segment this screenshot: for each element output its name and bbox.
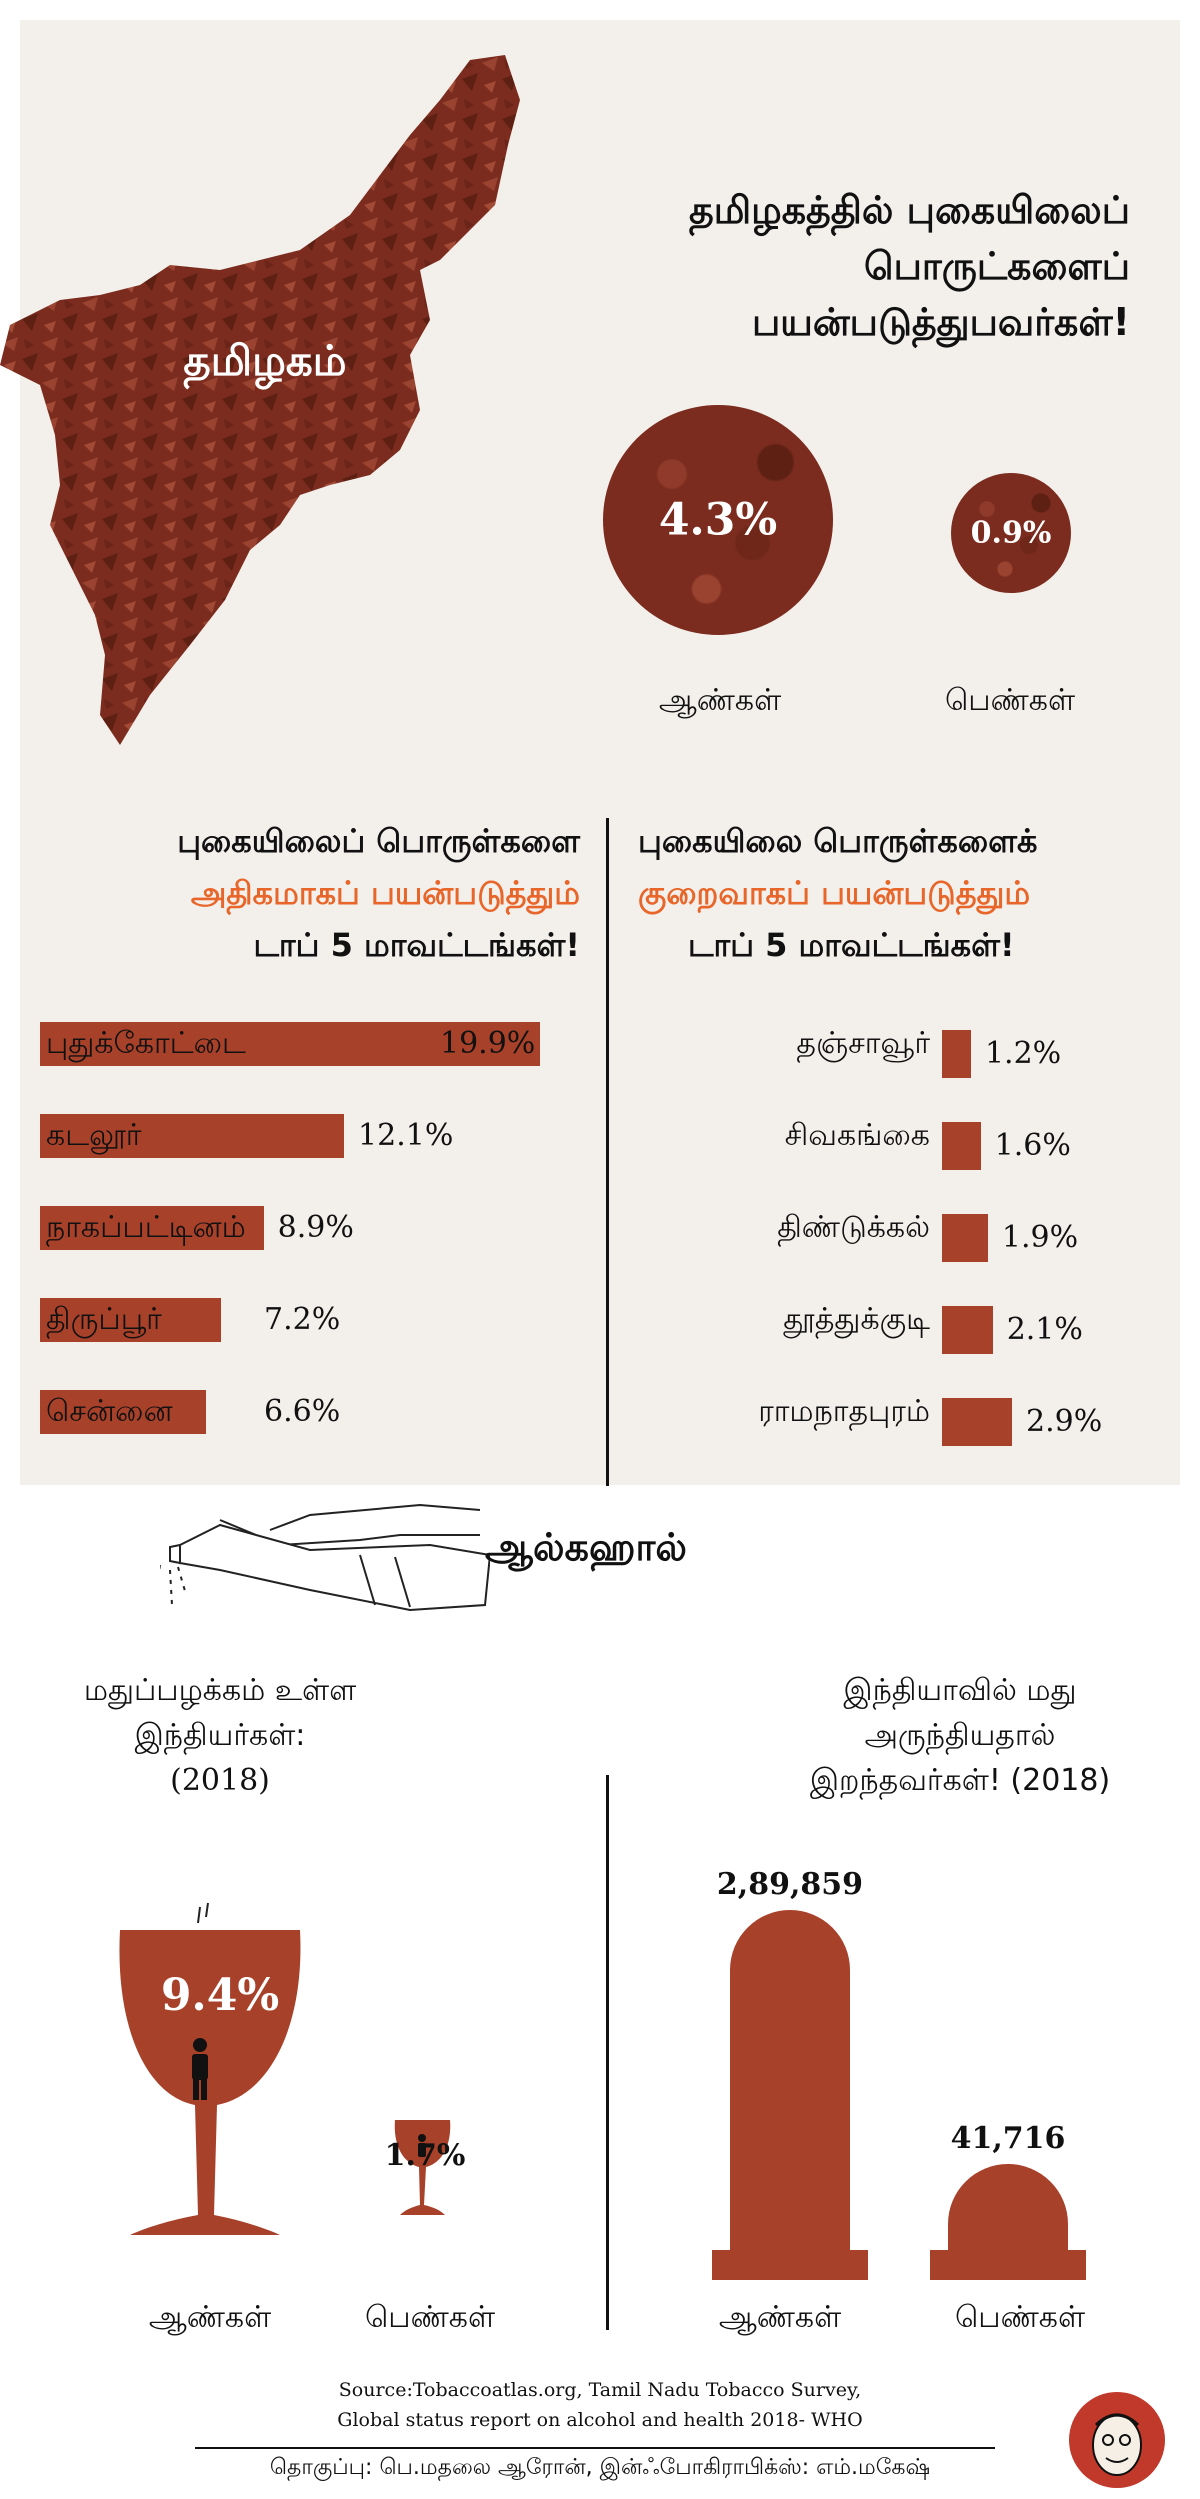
low-bar — [942, 1398, 1012, 1446]
low-bar — [942, 1214, 988, 1262]
tobacco-title-line1: தமிழகத்தில் புகையிலைப் — [688, 188, 1130, 232]
high-bar-value: 7.2% — [264, 1302, 341, 1337]
men-person-icon — [192, 2038, 208, 2100]
users-title-line1: மதுப்பழக்கம் உள்ள — [83, 1673, 357, 1708]
tobacco-title-line2: பொருட்களைப் — [864, 244, 1130, 288]
men-tobacco-value: 4.3% — [658, 494, 778, 546]
women-deaths-label: பெண்கள் — [954, 2300, 1086, 2335]
tombstone-body — [948, 2164, 1068, 2250]
men-users-label: ஆண்கள் — [148, 2300, 272, 2335]
women-person-icon — [418, 2134, 426, 2157]
high-bar — [40, 1390, 206, 1434]
tombstone-base — [930, 2250, 1086, 2280]
users-title-line3: (2018) — [170, 1763, 270, 1798]
death-value-label: 2,89,859 — [717, 1867, 863, 1902]
high-bar-category: சென்னை — [46, 1394, 173, 1429]
high-title-line3: டாப் 5 மாவட்டங்கள்! — [253, 926, 580, 964]
bottle-pour-illustration — [160, 1503, 490, 1612]
alcohol-users-title: மதுப்பழக்கம் உள்ள இந்தியர்கள்: (2018) — [20, 1668, 420, 1803]
death-value-label: 41,716 — [951, 2121, 1066, 2156]
high-title-line2: அதிகமாகப் பயன்படுத்தும் — [190, 874, 580, 912]
high-bar-value: 8.9% — [277, 1210, 354, 1245]
high-bar — [40, 1298, 221, 1342]
alcohol-title: ஆல்கஹால் — [485, 1525, 687, 1569]
tombstone-base — [712, 2250, 868, 2280]
low-bar-category: திண்டுக்கல் — [777, 1210, 930, 1245]
credits-rule — [195, 2447, 995, 2449]
tobacco-title-line3: பயன்படுத்துபவர்கள்! — [751, 300, 1130, 344]
alcohol-divider — [606, 1775, 609, 2330]
men-alcohol-users-value: 9.4% — [160, 1970, 280, 2021]
low-title-line2: குறைவாகப் பயன்படுத்தும் — [638, 874, 1031, 912]
deaths-tombstone-chart: 2,89,859 41,716 — [712, 1867, 1086, 2280]
high-title-line1: புகையிலைப் பொருள்களை — [177, 822, 580, 860]
deaths-title-line2: அருந்தியதால் — [864, 1718, 1056, 1753]
tobacco-title: தமிழகத்தில் புகையிலைப் பொருட்களைப் பயன்ப… — [689, 182, 1130, 350]
women-tobacco-circle: 0.9% — [951, 473, 1071, 593]
high-bar-category: நாகப்பட்டினம் — [46, 1210, 246, 1245]
tombstone — [712, 1910, 868, 2280]
source-line1: Source:Tobaccoatlas.org, Tamil Nadu Toba… — [338, 2379, 862, 2401]
high-bar-category: கடலூர் — [46, 1118, 142, 1153]
users-title-line2: இந்தியர்கள்: — [134, 1718, 306, 1753]
alcohol-deaths-title: இந்தியாவில் மது அருந்தியதால் இறந்தவர்கள்… — [760, 1668, 1160, 1803]
women-wine-glass — [394, 2120, 451, 2215]
men-wine-glass — [119, 1930, 301, 2235]
wine-glasses — [119, 1902, 451, 2235]
high-bar-category: புதுக்கோட்டை — [46, 1026, 246, 1061]
high-bar — [40, 1022, 540, 1066]
low-bar-category: சிவகங்கை — [784, 1118, 930, 1153]
women-alcohol-users-value: 1.7% — [384, 2138, 466, 2173]
women-tobacco-value: 0.9% — [970, 515, 1052, 551]
low-title-line3: டாப் 5 மாவட்டங்கள்! — [688, 926, 1015, 964]
high-bar — [40, 1206, 264, 1250]
tombstone-body — [730, 1910, 850, 2250]
high-bar-value: 12.1% — [358, 1118, 454, 1153]
low-bar-category: ராமநாதபுரம் — [758, 1394, 930, 1429]
women-tobacco-label: பெண்கள் — [944, 683, 1076, 718]
low-use-title: புகையிலை பொருள்களைக் குறைவாகப் பயன்படுத்… — [638, 815, 1168, 971]
tombstone — [930, 2164, 1086, 2280]
low-bar-value: 2.9% — [1026, 1404, 1103, 1439]
source-note: Source:Tobaccoatlas.org, Tamil Nadu Toba… — [180, 2375, 1020, 2435]
low-bar — [942, 1306, 993, 1354]
low-bar-category: தஞ்சாவூர் — [796, 1026, 930, 1061]
tobacco-divider — [606, 818, 609, 1486]
high-use-title: புகையிலைப் பொருள்களை அதிகமாகப் பயன்படுத்… — [60, 815, 580, 971]
high-bar-value: 6.6% — [264, 1394, 341, 1429]
men-deaths-label: ஆண்கள் — [718, 2300, 842, 2335]
men-tobacco-circle: 4.3% — [603, 405, 833, 635]
low-bar-value: 1.2% — [984, 1036, 1062, 1071]
men-tobacco-label: ஆண்கள் — [658, 683, 782, 718]
credits: தொகுப்பு: பெ.மதலை ஆரோன், இன்ஃபோகிராபிக்ஸ… — [269, 2455, 931, 2480]
deaths-title-line3: இறந்தவர்கள்! (2018) — [809, 1763, 1111, 1798]
tamilnadu-map: தமிழகம் — [0, 55, 520, 745]
low-bar-value: 1.9% — [1001, 1220, 1079, 1255]
high-bar-value: 19.9% — [440, 1026, 536, 1061]
high-bar — [40, 1114, 345, 1158]
caricature-logo-icon — [1069, 2392, 1165, 2488]
low-bar-value: 2.1% — [1006, 1312, 1083, 1347]
low-bar-category: தூத்துக்குடி — [783, 1302, 930, 1337]
women-users-label: பெண்கள் — [364, 2300, 496, 2335]
low-title-line1: புகையிலை பொருள்களைக் — [638, 822, 1038, 860]
low-bar — [942, 1030, 971, 1078]
map-label: தமிழகம் — [183, 336, 346, 390]
source-line2: Global status report on alcohol and heal… — [337, 2409, 863, 2431]
high-bar-category: திருப்பூர் — [46, 1302, 162, 1337]
low-bar-value: 1.6% — [994, 1128, 1071, 1163]
deaths-title-line1: இந்தியாவில் மது — [843, 1673, 1077, 1708]
low-bar — [942, 1122, 981, 1170]
